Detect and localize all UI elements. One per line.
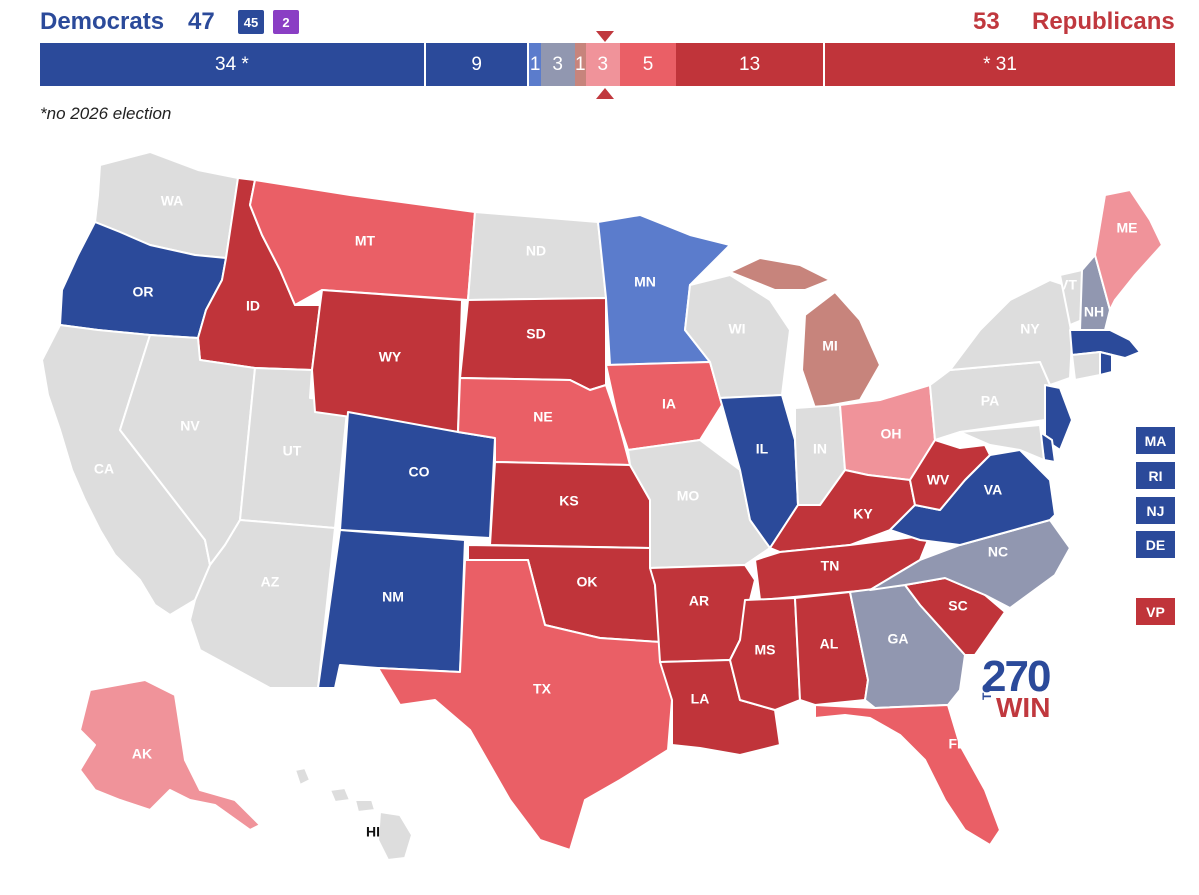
state-MD[interactable] (959, 424, 1045, 461)
side-box-MA[interactable]: MA (1136, 427, 1175, 454)
state-TX[interactable] (377, 559, 673, 851)
seat-bar-segment[interactable]: 1 (529, 43, 541, 86)
democrats-count: 47 (188, 8, 215, 35)
state-NE[interactable] (457, 377, 631, 466)
logo-to: TO (980, 683, 994, 700)
state-MT[interactable] (249, 179, 476, 306)
independents-seat-badge: 2 (273, 10, 299, 34)
seat-bar-segment[interactable]: 34 * (40, 43, 424, 86)
state-RI[interactable] (1099, 351, 1113, 376)
header: Democrats 47 45 2 53 Republicans (0, 0, 1199, 40)
state-WV[interactable] (909, 439, 991, 511)
state-NJ[interactable] (1044, 384, 1073, 451)
state-AZ[interactable] (189, 519, 336, 689)
seat-bar-segment[interactable]: 3 (585, 43, 620, 86)
footnote: *no 2026 election (40, 104, 172, 123)
logo-number: 270 (982, 652, 1051, 701)
side-box-VP[interactable]: VP (1136, 598, 1175, 625)
side-box-RI[interactable]: RI (1136, 462, 1175, 489)
state-NM[interactable] (317, 529, 466, 689)
democrats-label: Democrats (40, 8, 165, 35)
democrats-seat-badge: 45 (238, 10, 264, 34)
senate-seat-bar: 34 * 9 1 3 1 3 5 13 * 31 (40, 43, 1175, 86)
state-IA[interactable] (605, 361, 723, 451)
state-MO[interactable] (627, 439, 771, 569)
270towin-logo: 270 TO WIN (980, 652, 1070, 724)
state-CT[interactable] (1071, 351, 1101, 381)
seat-bar-segment[interactable]: 5 (619, 43, 677, 86)
majority-marker-bottom-icon (596, 88, 614, 99)
state-AK[interactable] (79, 679, 261, 831)
republicans-label: Republicans (1032, 8, 1175, 35)
state-KS[interactable] (489, 461, 651, 549)
state-HI[interactable] (294, 767, 413, 861)
state-WY[interactable] (311, 289, 463, 433)
logo-win: WIN (996, 692, 1051, 723)
side-box-NJ[interactable]: NJ (1136, 497, 1175, 524)
seat-bar-segment[interactable]: * 31 (825, 43, 1175, 86)
republicans-count: 53 (973, 8, 1000, 35)
seat-bar-segment[interactable]: 13 (676, 43, 823, 86)
state-SD[interactable] (459, 297, 607, 391)
side-box-DE[interactable]: DE (1136, 531, 1175, 558)
state-NH[interactable] (1079, 254, 1111, 331)
state-ME[interactable] (1094, 189, 1163, 311)
seat-bar-segment[interactable]: 3 (540, 43, 575, 86)
seat-bar-segment[interactable]: 1 (574, 43, 586, 86)
state-MI[interactable] (729, 257, 881, 409)
majority-marker-top-icon (596, 31, 614, 42)
seat-bar-segment[interactable]: 9 (425, 43, 528, 86)
state-FL[interactable] (814, 704, 1001, 846)
state-ND[interactable] (467, 211, 607, 301)
